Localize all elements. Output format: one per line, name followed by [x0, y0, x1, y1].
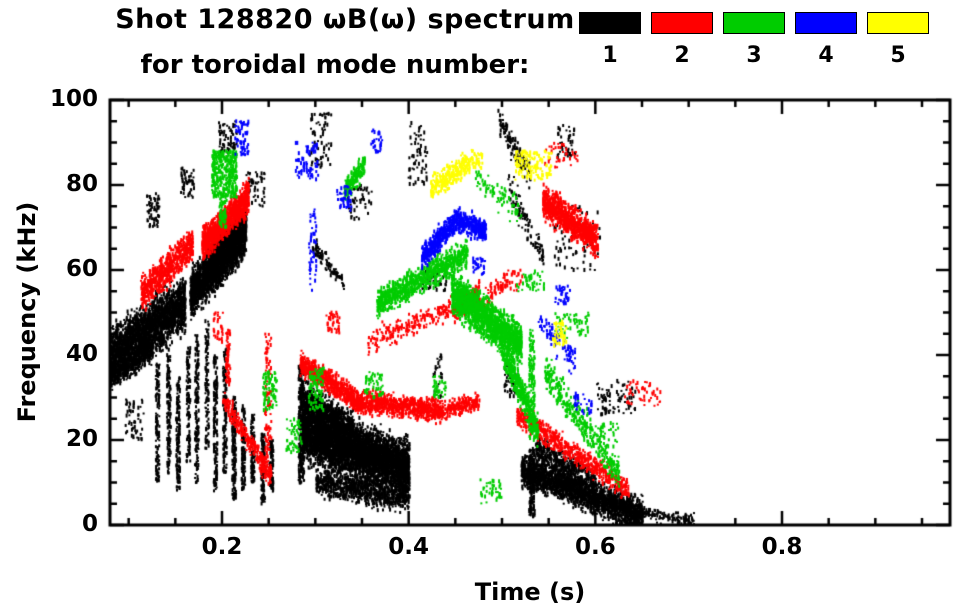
legend-item-mode-4: 4: [794, 12, 858, 68]
legend-mode-number: 5: [890, 43, 906, 68]
legend-mode-number: 1: [602, 43, 618, 68]
legend-mode-number: 2: [674, 43, 690, 68]
legend-swatch-mode-1: [579, 12, 641, 34]
legend-mode-number: 3: [746, 43, 762, 68]
legend-item-mode-5: 5: [866, 12, 930, 68]
legend-swatch-mode-4: [795, 12, 857, 34]
legend-swatch-mode-2: [651, 12, 713, 34]
legend-swatch-mode-3: [723, 12, 785, 34]
legend-mode-number: 4: [818, 43, 834, 68]
legend-swatch-mode-5: [867, 12, 929, 34]
mode-legend: 1 2 3 4 5: [578, 12, 930, 68]
legend-item-mode-1: 1: [578, 12, 642, 68]
legend-item-mode-3: 3: [722, 12, 786, 68]
legend-item-mode-2: 2: [650, 12, 714, 68]
chart-title: Shot 128820 ωB(ω) spectrum: [115, 4, 575, 35]
chart-subtitle: for toroidal mode number:: [140, 50, 530, 80]
